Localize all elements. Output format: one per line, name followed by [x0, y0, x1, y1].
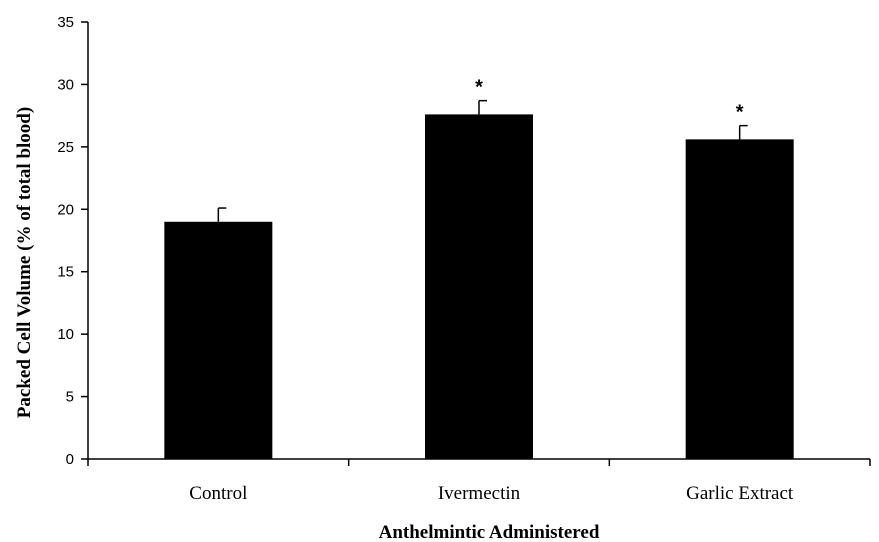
bar-control — [164, 222, 272, 459]
y-tick-label: 20 — [57, 201, 74, 218]
y-tick-label: 10 — [57, 326, 74, 343]
x-tick-label: Control — [189, 483, 247, 504]
y-tick-label: 0 — [66, 451, 74, 468]
y-tick-label: 30 — [57, 76, 74, 93]
significance-star: * — [475, 77, 483, 99]
x-axis-title: Anthelmintic Administered — [379, 522, 600, 542]
bar-ivermectin — [425, 114, 533, 459]
x-axis: Control Ivermectin Garlic Extract — [88, 459, 870, 504]
y-axis-title: Packed Cell Volume (% of total blood) — [14, 107, 35, 418]
y-tick-label: 25 — [57, 139, 74, 156]
x-tick-label: Garlic Extract — [686, 483, 794, 504]
y-tick-label: 35 — [57, 14, 74, 31]
y-tick-label: 5 — [66, 389, 74, 406]
bars — [164, 114, 793, 459]
x-tick-label: Ivermectin — [438, 483, 521, 504]
y-axis: 0 5 10 15 20 25 30 35 — [57, 14, 88, 468]
bar-garlic-extract — [686, 139, 794, 459]
y-tick-label: 15 — [57, 264, 74, 281]
significance-star: * — [736, 102, 744, 124]
